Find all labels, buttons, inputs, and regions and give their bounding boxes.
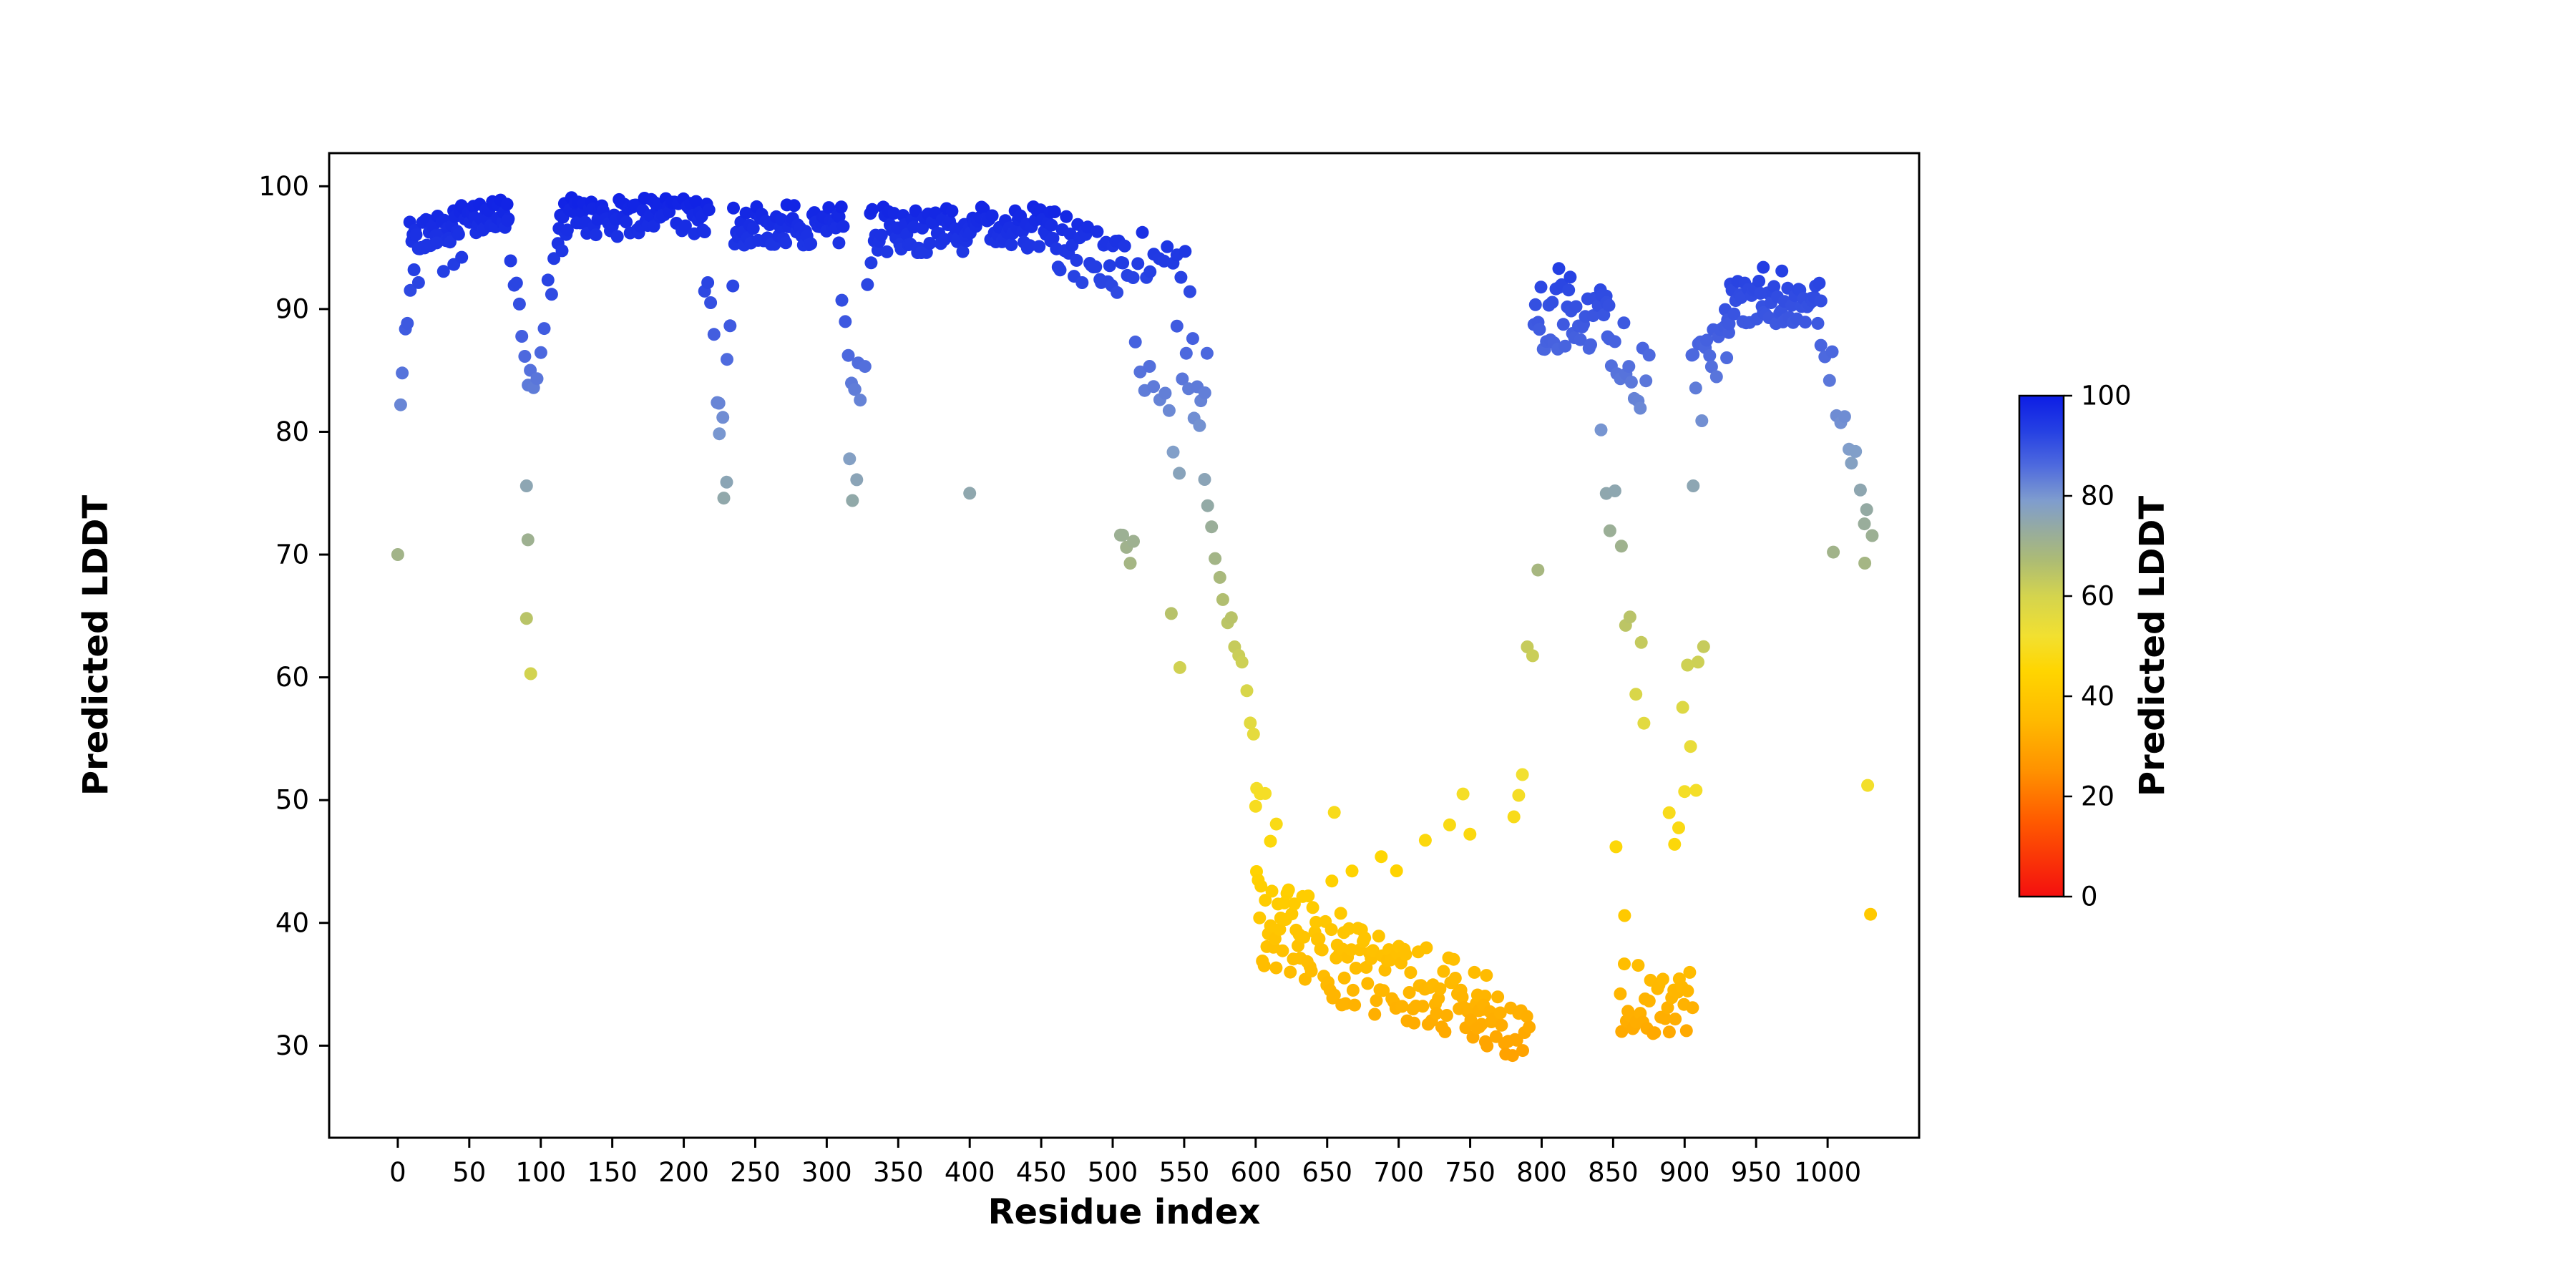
- svg-text:750: 750: [1445, 1157, 1496, 1188]
- svg-text:700: 700: [1373, 1157, 1424, 1188]
- svg-text:60: 60: [2081, 581, 2114, 612]
- svg-text:250: 250: [730, 1157, 781, 1188]
- svg-text:100: 100: [258, 171, 309, 202]
- svg-text:650: 650: [1302, 1157, 1352, 1188]
- svg-text:300: 300: [801, 1157, 852, 1188]
- svg-text:600: 600: [1231, 1157, 1282, 1188]
- svg-text:500: 500: [1088, 1157, 1138, 1188]
- svg-text:800: 800: [1516, 1157, 1567, 1188]
- svg-text:70: 70: [275, 540, 309, 570]
- svg-text:850: 850: [1588, 1157, 1639, 1188]
- svg-text:200: 200: [658, 1157, 709, 1188]
- svg-text:30: 30: [275, 1030, 309, 1061]
- svg-text:350: 350: [873, 1157, 924, 1188]
- svg-text:80: 80: [2081, 481, 2114, 512]
- scatter-points: [391, 191, 1879, 1063]
- svg-text:90: 90: [275, 293, 309, 324]
- svg-text:0: 0: [2081, 882, 2098, 912]
- svg-text:1000: 1000: [1794, 1157, 1861, 1188]
- svg-text:50: 50: [452, 1157, 486, 1188]
- svg-text:550: 550: [1159, 1157, 1210, 1188]
- svg-text:100: 100: [2081, 381, 2132, 411]
- colorbar: [2018, 394, 2065, 898]
- svg-text:400: 400: [945, 1157, 995, 1188]
- svg-text:150: 150: [587, 1157, 638, 1188]
- svg-text:60: 60: [275, 662, 309, 693]
- x-axis-title: Residue index: [988, 1192, 1261, 1232]
- svg-text:20: 20: [2081, 781, 2114, 812]
- svg-text:50: 50: [275, 785, 309, 816]
- svg-text:900: 900: [1659, 1157, 1710, 1188]
- svg-text:40: 40: [275, 907, 309, 938]
- svg-text:100: 100: [515, 1157, 566, 1188]
- y-axis-title: Predicted LDDT: [76, 495, 116, 796]
- svg-text:0: 0: [389, 1157, 406, 1188]
- svg-text:40: 40: [2081, 681, 2114, 712]
- svg-text:80: 80: [275, 416, 309, 447]
- svg-text:950: 950: [1731, 1157, 1782, 1188]
- svg-text:450: 450: [1016, 1157, 1067, 1188]
- colorbar-title: Predicted LDDT: [2132, 496, 2172, 797]
